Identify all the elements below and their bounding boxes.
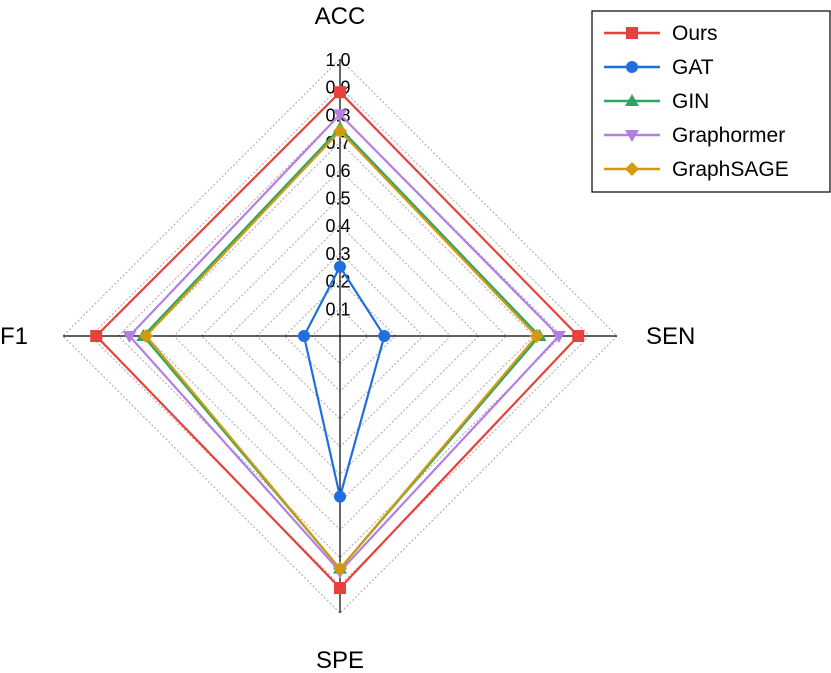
tick-label: 0.2 [325,272,350,292]
legend-marker [625,94,639,106]
axis-label-f1: F1 [0,323,28,350]
tick-label: 0.1 [325,299,350,319]
data-point [551,331,566,343]
tick-label: 1.0 [325,50,350,70]
data-point [334,582,346,595]
legend-marker [626,27,638,39]
tick-label: 0.4 [325,216,350,236]
data-point [297,330,310,342]
data-point [334,260,346,273]
data-point [139,329,154,343]
legend-label: GIN [672,90,709,113]
data-point [334,490,346,503]
legend-item: Ours [604,22,718,45]
series-ours [90,86,585,595]
data-point [122,331,137,343]
legend-item: GAT [604,56,714,79]
legend-item: Graphormer [604,124,785,147]
data-point [529,329,544,343]
tick-label: 0.6 [325,161,350,181]
tick-label: 0.5 [325,189,350,209]
grid-ring [62,58,618,614]
series-line [127,112,561,574]
axis-label-sen: SEN [646,323,695,350]
legend-label: GAT [672,56,714,79]
legend-label: GraphSAGE [672,158,789,181]
legend: Ours GAT GIN Graphormer GraphSAGE [591,10,831,193]
series-graphsage [139,124,544,576]
grid-ring [117,113,563,559]
legend-label: Graphormer [672,124,785,147]
legend-item: GIN [604,90,709,113]
data-point [333,561,347,576]
data-point [334,86,346,99]
data-point [333,109,347,122]
axis-label-acc: ACC [315,3,366,30]
legend-item: GraphSAGE [604,158,789,181]
legend-marker [625,130,639,142]
data-point [572,330,585,342]
legend-marker [626,61,638,73]
axis-label-spe: SPE [316,647,364,673]
series-gat [297,260,391,503]
grid-ring [173,169,507,503]
legend-marker [625,162,639,176]
grid-ring [200,196,480,476]
data-point [90,330,103,342]
axis-label-layer: ACC SEN SPE F1 [0,3,695,673]
tick-layer: 0.10.20.30.40.50.60.70.80.91.0 [325,50,350,319]
legend-label: Ours [672,22,718,45]
data-point [378,330,391,342]
series-layer [90,86,585,595]
data-point [333,124,347,139]
tick-label: 0.3 [325,244,350,264]
axis-layer [63,59,617,613]
